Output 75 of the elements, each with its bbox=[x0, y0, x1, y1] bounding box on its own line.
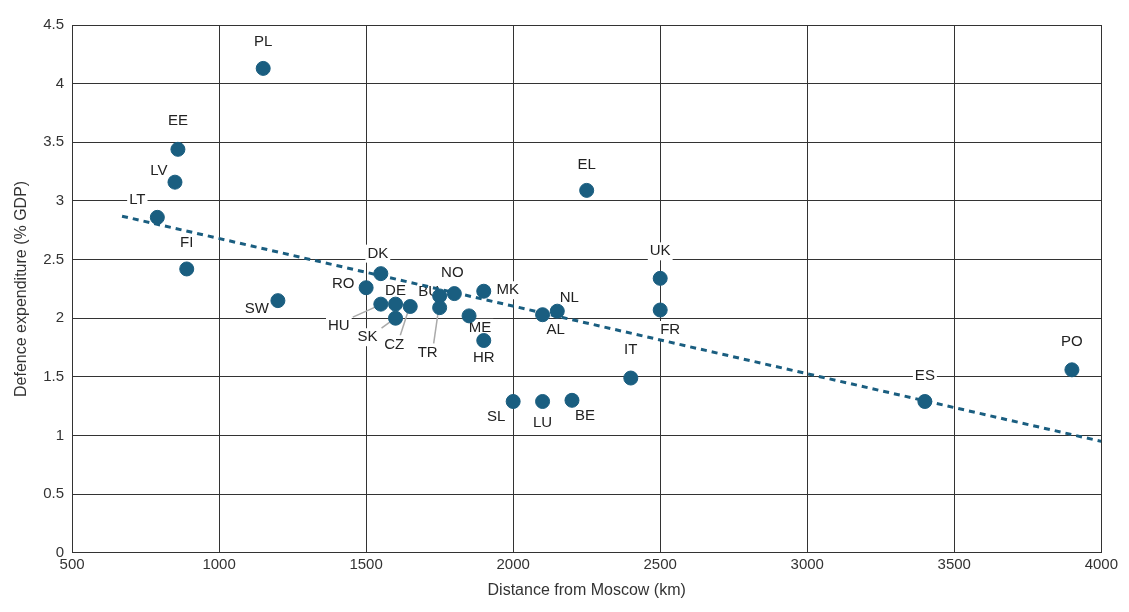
annotation: SW bbox=[244, 298, 270, 316]
point bbox=[255, 60, 271, 76]
y-tick-label: 0 bbox=[55, 542, 65, 560]
point bbox=[917, 394, 933, 409]
x-tick-label: 4000 bbox=[1084, 554, 1118, 572]
annotation: IT bbox=[624, 340, 638, 358]
point bbox=[652, 270, 668, 286]
point bbox=[549, 303, 565, 319]
point bbox=[170, 141, 186, 157]
x-tick-label: 3000 bbox=[790, 554, 824, 572]
x-tick-label: 2500 bbox=[643, 554, 677, 572]
point bbox=[179, 261, 195, 277]
annotation: UK bbox=[649, 241, 671, 259]
x-tick-label: 3500 bbox=[937, 554, 971, 572]
x-tick-label: 1000 bbox=[202, 554, 236, 572]
point bbox=[432, 300, 448, 316]
y-axis-title: Defence expenditure (% GDP) bbox=[12, 180, 30, 397]
annotation: FR bbox=[660, 320, 681, 338]
x-tick-label: 2000 bbox=[496, 554, 530, 572]
point bbox=[476, 333, 492, 349]
point bbox=[623, 370, 639, 386]
annotation: HR bbox=[472, 347, 495, 365]
point bbox=[358, 280, 374, 296]
point bbox=[373, 296, 389, 312]
point bbox=[446, 286, 462, 302]
y-tick-label: 2 bbox=[55, 308, 65, 326]
point bbox=[167, 174, 183, 190]
annotation: FI bbox=[180, 233, 194, 251]
annotation: EL bbox=[577, 154, 596, 172]
annotation: SK bbox=[357, 327, 378, 345]
annotation: PO bbox=[1061, 331, 1083, 349]
point bbox=[388, 310, 404, 326]
annotation: NL bbox=[559, 288, 579, 306]
annotation: LT bbox=[129, 190, 146, 208]
annotation: NO bbox=[441, 262, 464, 280]
point bbox=[270, 293, 286, 309]
point bbox=[402, 298, 418, 314]
annotation: TR bbox=[417, 342, 438, 360]
point bbox=[476, 283, 492, 299]
annotation: SL bbox=[486, 406, 506, 424]
point bbox=[388, 296, 404, 312]
point bbox=[461, 308, 477, 324]
point bbox=[579, 182, 595, 198]
point bbox=[373, 266, 389, 282]
annotation: LV bbox=[150, 161, 168, 179]
annotation: RO bbox=[331, 273, 355, 291]
annotation: LU bbox=[532, 412, 553, 430]
annotation: AL bbox=[546, 319, 565, 337]
point bbox=[652, 302, 668, 318]
y-tick-label: 2.5 bbox=[43, 249, 65, 267]
annotation: EE bbox=[167, 111, 188, 129]
point bbox=[149, 209, 165, 225]
annotation: DE bbox=[385, 281, 406, 299]
point bbox=[535, 394, 551, 409]
y-tick-label: 3 bbox=[55, 191, 65, 209]
y-tick-label: 4.5 bbox=[43, 15, 65, 33]
y-tick-label: 4 bbox=[55, 73, 65, 91]
point bbox=[1064, 362, 1080, 378]
annotation: ES bbox=[914, 365, 935, 383]
annotation: HU bbox=[328, 316, 350, 334]
annotation: PL bbox=[254, 31, 273, 49]
annotation: CZ bbox=[384, 334, 405, 352]
annotation: ME bbox=[468, 318, 492, 336]
x-tick-label: 1500 bbox=[349, 554, 383, 572]
point bbox=[535, 307, 551, 323]
point bbox=[505, 394, 521, 409]
y-tick-label: 3.5 bbox=[43, 132, 65, 150]
annotation: BE bbox=[574, 406, 595, 424]
x-axis-title: Distance from Moscow (km) bbox=[487, 580, 686, 598]
annotation: DK bbox=[367, 243, 389, 261]
annotation: MK bbox=[496, 280, 520, 298]
y-tick-label: 1 bbox=[55, 425, 65, 443]
y-tick-label: 0.5 bbox=[43, 484, 65, 502]
point bbox=[564, 392, 580, 408]
y-tick-label: 1.5 bbox=[43, 367, 65, 385]
